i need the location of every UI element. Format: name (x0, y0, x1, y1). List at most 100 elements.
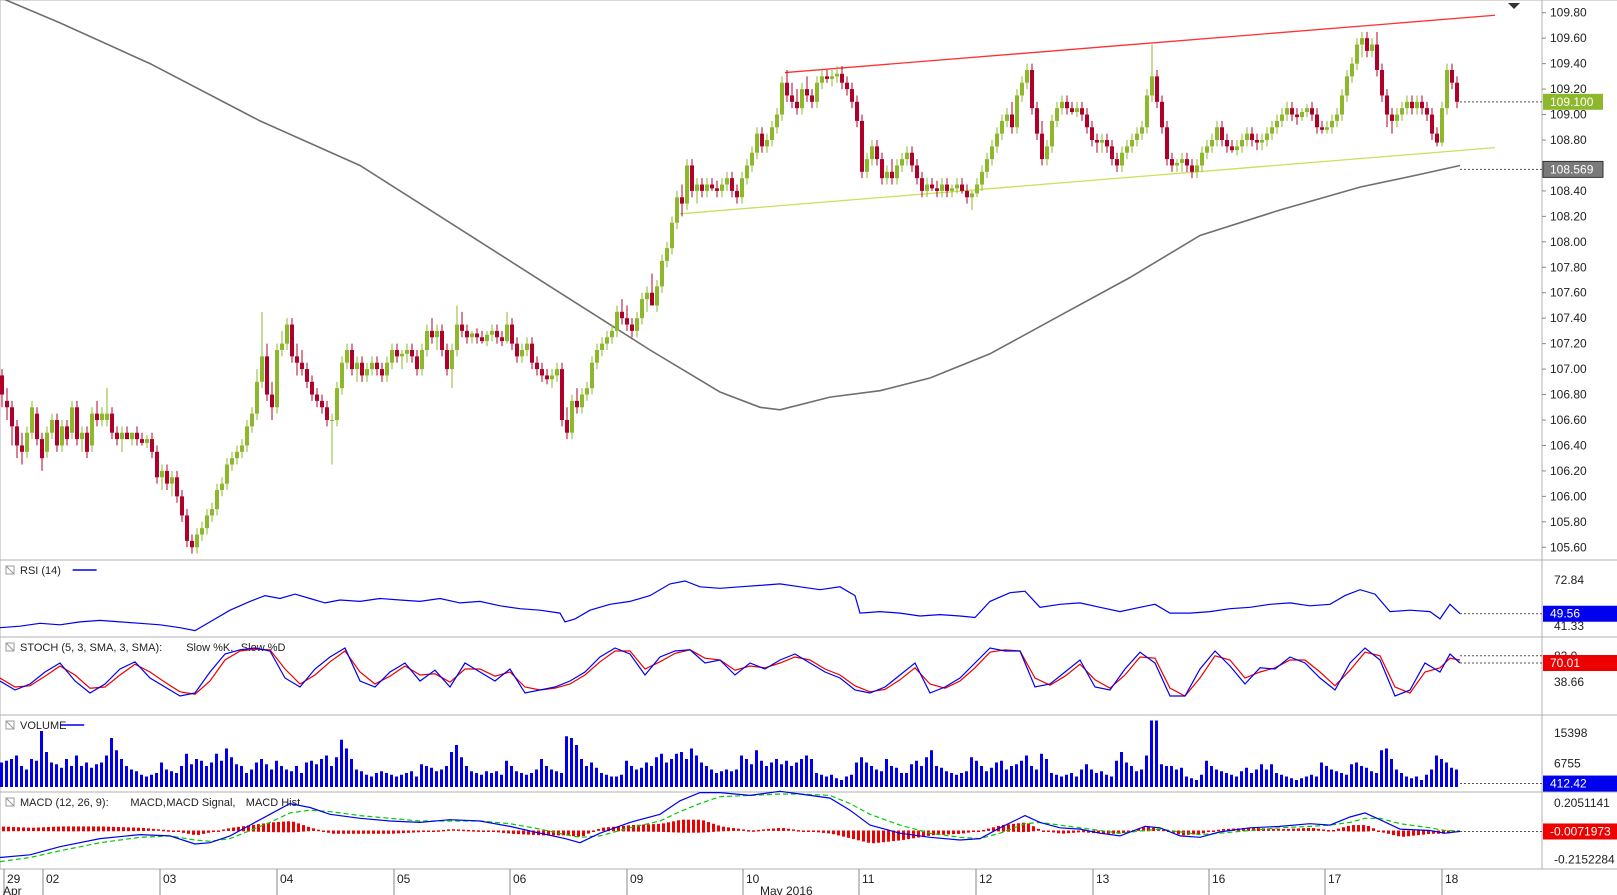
candle-up[interactable] (145, 435, 149, 448)
volume-bar[interactable] (1030, 766, 1033, 787)
candle-down[interactable] (1315, 108, 1319, 134)
candle-down[interactable] (810, 89, 814, 109)
candle-up[interactable] (1175, 159, 1179, 172)
candle-up[interactable] (555, 362, 559, 382)
candle-up[interactable] (815, 76, 819, 109)
candle-down[interactable] (1105, 133, 1109, 153)
candle-up[interactable] (660, 254, 664, 293)
candle-up[interactable] (720, 178, 724, 198)
candle-up[interactable] (80, 426, 84, 452)
candle-down[interactable] (415, 350, 419, 376)
candle-up[interactable] (45, 426, 49, 459)
candle-up[interactable] (835, 66, 839, 83)
volume-bar[interactable] (900, 773, 903, 787)
volume-bar[interactable] (315, 764, 318, 787)
volume-bar[interactable] (250, 769, 253, 788)
volume-bar[interactable] (1225, 773, 1228, 787)
candle-down[interactable] (0, 369, 4, 408)
candle-up[interactable] (1415, 95, 1419, 115)
candle-down[interactable] (1295, 108, 1299, 125)
candle-down[interactable] (465, 324, 469, 344)
volume-bar[interactable] (1110, 776, 1113, 788)
candle-down[interactable] (785, 70, 789, 102)
candle-up[interactable] (1140, 120, 1144, 140)
candle-down[interactable] (1030, 63, 1034, 115)
volume-bar[interactable] (1170, 766, 1173, 787)
candle-up[interactable] (1050, 114, 1054, 153)
volume-bar[interactable] (1020, 760, 1023, 787)
volume-bar[interactable] (75, 755, 78, 788)
candle-up[interactable] (240, 439, 244, 459)
volume-bar[interactable] (680, 752, 683, 787)
candle-up[interactable] (450, 343, 454, 389)
candle-down[interactable] (140, 432, 144, 446)
volume-bar[interactable] (930, 750, 933, 787)
candle-down[interactable] (735, 184, 739, 204)
candle-up[interactable] (900, 152, 904, 172)
candle-up[interactable] (585, 381, 589, 401)
volume-bar[interactable] (1425, 774, 1428, 787)
volume-bar[interactable] (555, 771, 558, 787)
candle-down[interactable] (380, 362, 384, 382)
volume-bar[interactable] (1120, 752, 1123, 787)
candle-up[interactable] (1145, 89, 1149, 134)
candle-up[interactable] (25, 426, 29, 459)
volume-bar[interactable] (1050, 773, 1053, 787)
volume-bar[interactable] (585, 766, 588, 787)
volume-bar[interactable] (330, 766, 333, 787)
volume-bar[interactable] (1450, 767, 1453, 787)
volume-bar[interactable] (465, 766, 468, 787)
candle-up[interactable] (400, 350, 404, 370)
volume-bar[interactable] (95, 764, 98, 787)
volume-bar[interactable] (5, 760, 8, 787)
volume-bar[interactable] (875, 769, 878, 788)
volume-bar[interactable] (160, 762, 163, 788)
candle-down[interactable] (1320, 120, 1324, 134)
candle-up[interactable] (600, 337, 604, 357)
volume-bar[interactable] (640, 767, 643, 787)
volume-bar[interactable] (785, 760, 788, 787)
candle-down[interactable] (1385, 89, 1389, 128)
volume-bar[interactable] (575, 745, 578, 787)
volume-bar[interactable] (755, 750, 758, 787)
volume-bar[interactable] (70, 766, 73, 787)
volume-bar[interactable] (490, 773, 493, 787)
volume-bar[interactable] (1445, 762, 1448, 788)
volume-bar[interactable] (1070, 773, 1073, 787)
volume-bar[interactable] (800, 759, 803, 787)
volume-bar[interactable] (1340, 773, 1343, 787)
volume-bar[interactable] (390, 774, 393, 787)
volume-bar[interactable] (1405, 776, 1408, 788)
candle-down[interactable] (1035, 101, 1039, 140)
candle-up[interactable] (365, 362, 369, 382)
candle-up[interactable] (1305, 104, 1309, 118)
volume-bar[interactable] (990, 767, 993, 787)
volume-bar[interactable] (305, 762, 308, 788)
candle-up[interactable] (1325, 120, 1329, 134)
candle-up[interactable] (1445, 63, 1449, 115)
volume-bar[interactable] (1145, 755, 1148, 788)
candle-up[interactable] (250, 407, 254, 433)
candle-up[interactable] (950, 184, 954, 198)
candle-up[interactable] (420, 343, 424, 376)
volume-bar[interactable] (65, 759, 68, 787)
candle-up[interactable] (970, 190, 974, 210)
volume-bar[interactable] (870, 766, 873, 787)
candle-down[interactable] (185, 509, 189, 548)
volume-bar[interactable] (55, 764, 58, 787)
volume-bar[interactable] (275, 760, 278, 787)
volume-bar[interactable] (485, 771, 488, 787)
candle-up[interactable] (955, 178, 959, 194)
candle-up[interactable] (245, 420, 249, 452)
candle-up[interactable] (1440, 101, 1444, 147)
candle-down[interactable] (85, 426, 89, 459)
candle-down[interactable] (690, 159, 694, 198)
volume-bar[interactable] (110, 738, 113, 787)
candle-up[interactable] (1195, 159, 1199, 179)
volume-bar[interactable] (960, 773, 963, 787)
candle-up[interactable] (940, 178, 944, 198)
volume-bar[interactable] (1345, 774, 1348, 787)
volume-bar[interactable] (415, 776, 418, 788)
volume-bar[interactable] (165, 769, 168, 788)
volume-bar[interactable] (525, 774, 528, 787)
